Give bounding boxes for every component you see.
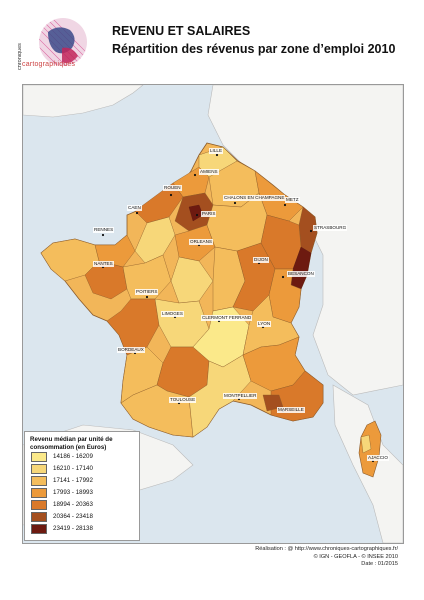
city-label-poitiers: POITIERS: [135, 289, 159, 295]
city-label-orleans: ORLEANS: [189, 239, 213, 245]
neighbour-countries-east: [207, 85, 403, 396]
region-poitou: [122, 254, 172, 300]
credits-line-3: Date : 01/2015: [361, 561, 398, 567]
city-label-lyon: LYON: [257, 321, 272, 327]
city-label-lille: LILLE: [209, 148, 224, 154]
city-label-amiens: AMIENS: [199, 169, 219, 175]
credits-line-1: Réalisation : @ http://www.chroniques-ca…: [255, 546, 398, 552]
legend-item: 18994 - 20363: [31, 500, 135, 510]
city-label-montpellier: MONTPELLIER: [223, 393, 258, 399]
legend-label: 17993 - 18993: [53, 489, 93, 496]
corsica-west: [360, 434, 372, 454]
legend-title: Revenu médian par unité de consommation …: [30, 436, 113, 451]
legend-item: 14186 - 16209: [31, 452, 135, 462]
city-label-clermont-ferrand: CLERMONT FERRAND: [201, 315, 253, 321]
legend-label: 23419 - 28138: [53, 525, 93, 532]
city-label-rouen: ROUEN: [163, 185, 182, 191]
city-label-rennes: RENNES: [93, 227, 115, 233]
legend-swatch: [31, 500, 47, 510]
svg-text:chroniques: chroniques: [18, 43, 23, 70]
legend-swatch: [31, 512, 47, 522]
globe-logo-icon: chroniques: [18, 18, 87, 70]
legend-label: 17141 - 17992: [53, 477, 93, 484]
city-label-nantes: NANTES: [93, 261, 114, 267]
city-label-toulouse: TOULOUSE: [169, 397, 197, 403]
map-legend: Revenu médian par unité de consommation …: [24, 431, 140, 541]
page-subtitle: Répartition des révenus par zone d’emplo…: [112, 42, 396, 56]
legend-label: 14186 - 16209: [53, 453, 93, 460]
city-label-paris: PARIS: [201, 211, 217, 217]
city-label-dijon: DIJON: [253, 257, 269, 263]
legend-swatch: [31, 488, 47, 498]
legend-item: 20364 - 23418: [31, 512, 135, 522]
city-label-limoges: LIMOGES: [161, 311, 184, 317]
legend-label: 20364 - 23418: [53, 513, 93, 520]
city-label-strasbourg: STRASBOURG: [313, 225, 348, 231]
credits: Réalisation : @ http://www.chroniques-ca…: [255, 546, 398, 569]
legend-item: 17993 - 18993: [31, 488, 135, 498]
city-label-metz: METZ: [285, 197, 300, 203]
legend-item: 16210 - 17140: [31, 464, 135, 474]
legend-label: 16210 - 17140: [53, 465, 93, 472]
england-land: [23, 85, 144, 118]
legend-swatch: [31, 476, 47, 486]
credits-line-2: © IGN - GEOFLA - © INSEE 2010: [313, 553, 398, 560]
legend-swatch: [31, 464, 47, 474]
legend-item: 23419 - 28138: [31, 524, 135, 534]
city-label-besancon: BESANCON: [287, 271, 315, 277]
city-label-bordeaux: BORDEAUX: [117, 347, 145, 353]
legend-swatch: [31, 452, 47, 462]
region-provence: [242, 336, 306, 392]
page-title: REVENU ET SALAIRES: [112, 24, 251, 38]
legend-swatch: [31, 524, 47, 534]
legend-label: 18994 - 20363: [53, 501, 93, 508]
city-label-chalons: CHALONS EN CHAMPAGNE: [223, 195, 286, 201]
legend-item: 17141 - 17992: [31, 476, 135, 486]
city-label-ajaccio: AJACCIO: [367, 455, 389, 461]
city-label-marseille: MARSEILLE: [277, 407, 305, 413]
city-label-caen: CAEN: [127, 205, 142, 211]
logo-text: cartographiques: [22, 61, 76, 68]
